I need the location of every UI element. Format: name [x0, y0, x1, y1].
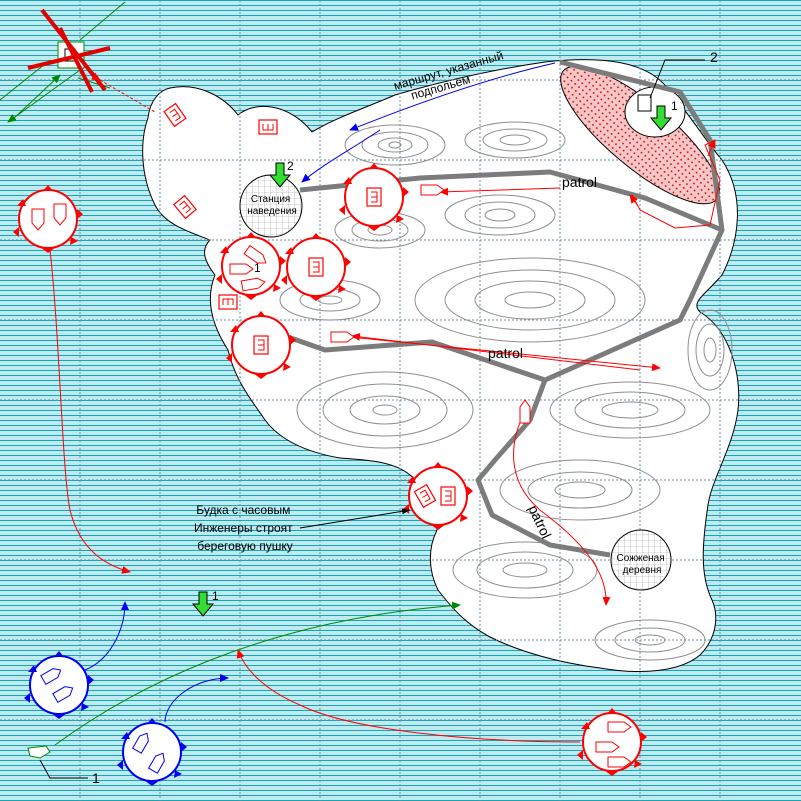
scout-ship — [27, 745, 51, 759]
burnt-village — [610, 529, 672, 591]
sea-guard-red-bottom-route — [236, 649, 581, 743]
sea-guard-red-left-route — [49, 249, 131, 574]
num-label-1c: 1 — [212, 589, 219, 603]
scout-callout-line — [39, 759, 88, 779]
booth-label: Будка с часовым Инженеры строят берегову… — [194, 503, 296, 553]
underground-route-arrow — [349, 62, 556, 131]
patrol-arrows — [349, 139, 721, 606]
num-label-1d: 1 — [92, 770, 100, 786]
booth-callout-line — [299, 508, 411, 529]
num-label-2a: 2 — [287, 159, 294, 173]
num-label-1a: 1 — [254, 261, 261, 275]
friendly-group-1-route — [84, 601, 129, 671]
zone-callout-line — [649, 59, 705, 99]
patrol-label-2: patrol — [488, 345, 523, 361]
patrol-label-1: patrol — [562, 174, 597, 190]
friendly-group-2-route — [164, 674, 229, 723]
terrain-contours — [279, 121, 733, 661]
scout-route — [54, 601, 461, 746]
num-label-2b: 2 — [710, 49, 718, 65]
underground-route-arrow-2 — [301, 129, 381, 183]
zone-building — [637, 94, 652, 112]
num-label-1b: 1 — [671, 99, 678, 113]
burnt-village-label: Сожженая деревня — [617, 553, 668, 576]
crossed-target — [0, 1, 156, 123]
station-label: Станция наведения — [247, 194, 297, 217]
